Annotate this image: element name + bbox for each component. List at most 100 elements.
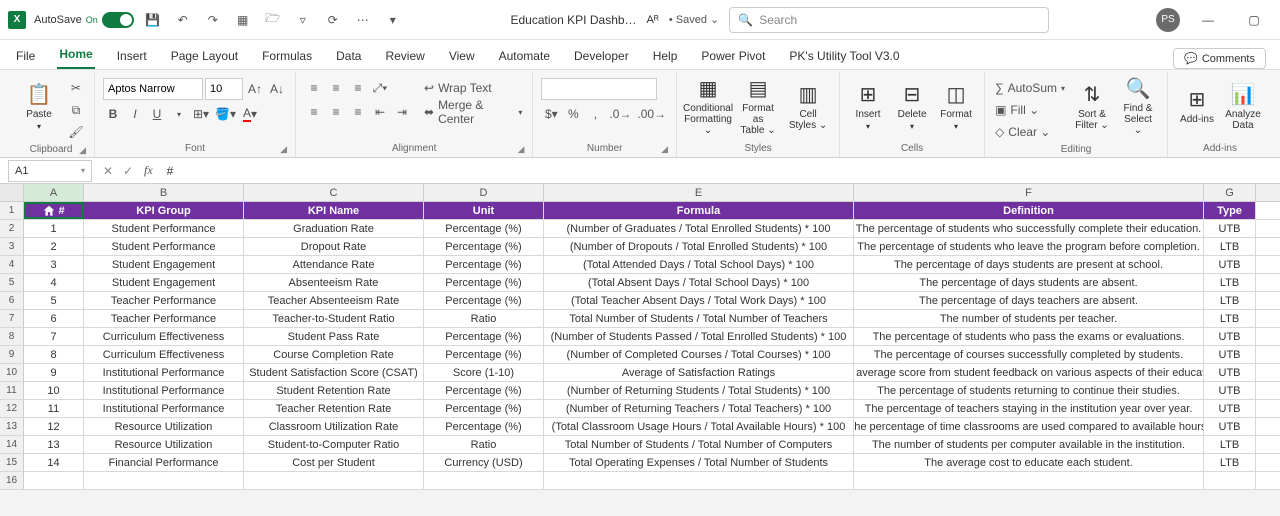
cell[interactable] xyxy=(24,472,84,489)
tab-file[interactable]: File xyxy=(14,45,37,69)
cell[interactable]: 13 xyxy=(24,436,84,453)
cell[interactable]: Percentage (%) xyxy=(424,238,544,255)
align-center-icon[interactable]: ≡ xyxy=(326,102,346,122)
cell[interactable]: UTB xyxy=(1204,328,1256,345)
save-icon[interactable]: 💾 xyxy=(142,9,164,31)
row-header[interactable]: 3 xyxy=(0,238,24,255)
cell[interactable]: Curriculum Effectiveness xyxy=(84,328,244,345)
cell[interactable]: The average cost to educate each student… xyxy=(854,454,1204,471)
cell[interactable]: The percentage of teachers staying in th… xyxy=(854,400,1204,417)
cell[interactable]: 2 xyxy=(24,238,84,255)
cancel-formula-icon[interactable]: ✕ xyxy=(98,164,118,178)
format-as-table-button[interactable]: ▤Format as Table ⌄ xyxy=(735,78,781,134)
font-size-select[interactable] xyxy=(205,78,243,100)
row-header[interactable]: 2 xyxy=(0,220,24,237)
select-all-corner[interactable] xyxy=(0,184,24,201)
cell[interactable]: Institutional Performance xyxy=(84,382,244,399)
cell[interactable]: The number of students per computer avai… xyxy=(854,436,1204,453)
col-header-C[interactable]: C xyxy=(244,184,424,201)
cell-E1[interactable]: Formula xyxy=(544,202,854,219)
cell[interactable]: LTB xyxy=(1204,310,1256,327)
decrease-indent-icon[interactable]: ⇤ xyxy=(370,102,390,122)
tab-help[interactable]: Help xyxy=(651,45,680,69)
clear-button[interactable]: ◇Clear ⌄ xyxy=(993,122,1052,142)
cell[interactable]: The percentage of students returning to … xyxy=(854,382,1204,399)
cell[interactable]: Percentage (%) xyxy=(424,382,544,399)
cell[interactable]: (Number of Students Passed / Total Enrol… xyxy=(544,328,854,345)
copy-icon[interactable]: ⧉ xyxy=(66,100,86,120)
row-header[interactable]: 7 xyxy=(0,310,24,327)
cell[interactable]: LTB xyxy=(1204,436,1256,453)
cell[interactable]: Percentage (%) xyxy=(424,274,544,291)
saved-indicator[interactable]: • Saved ⌄ xyxy=(669,13,719,26)
cell[interactable]: The number of students per teacher. xyxy=(854,310,1204,327)
format-painter-icon[interactable]: 🖌 xyxy=(66,122,86,142)
cell[interactable]: Ratio xyxy=(424,310,544,327)
cell[interactable]: (Number of Completed Courses / Total Cou… xyxy=(544,346,854,363)
qat-grid-icon[interactable]: ▦ xyxy=(232,9,254,31)
cell[interactable]: LTB xyxy=(1204,238,1256,255)
cell[interactable]: The percentage of days teachers are abse… xyxy=(854,292,1204,309)
maximize-icon[interactable]: ▢ xyxy=(1236,6,1272,34)
qat-more-icon[interactable]: ⋯ xyxy=(352,9,374,31)
row-header[interactable]: 11 xyxy=(0,382,24,399)
find-select-button[interactable]: 🔍Find & Select ⌄ xyxy=(1117,78,1159,134)
tab-automate[interactable]: Automate xyxy=(497,45,552,69)
cell[interactable]: Attendance Rate xyxy=(244,256,424,273)
conditional-formatting-button[interactable]: ▦Conditional Formatting ⌄ xyxy=(685,78,731,134)
enter-formula-icon[interactable]: ✓ xyxy=(118,164,138,178)
decrease-font-icon[interactable]: A↓ xyxy=(267,79,287,99)
qat-folder-icon[interactable]: 🗁 xyxy=(262,9,284,31)
orientation-icon[interactable]: ⤢▾ xyxy=(370,78,390,98)
cell[interactable]: 1 xyxy=(24,220,84,237)
cell[interactable]: Teacher Absenteeism Rate xyxy=(244,292,424,309)
sort-filter-button[interactable]: ⇅Sort & Filter ⌄ xyxy=(1071,78,1113,134)
cell[interactable]: Student Performance xyxy=(84,220,244,237)
row-header[interactable]: 6 xyxy=(0,292,24,309)
cell[interactable]: (Total Teacher Absent Days / Total Work … xyxy=(544,292,854,309)
cell[interactable]: (Number of Returning Teachers / Total Te… xyxy=(544,400,854,417)
cell[interactable]: Student Performance xyxy=(84,238,244,255)
underline-dropdown-icon[interactable]: ▾ xyxy=(169,104,189,124)
cell[interactable] xyxy=(1204,472,1256,489)
cell[interactable]: LTB xyxy=(1204,292,1256,309)
cell[interactable]: Ratio xyxy=(424,436,544,453)
cell[interactable]: Resource Utilization xyxy=(84,436,244,453)
row-header[interactable]: 4 xyxy=(0,256,24,273)
percent-icon[interactable]: % xyxy=(563,104,583,124)
cell[interactable]: Average of Satisfaction Ratings xyxy=(544,364,854,381)
cell[interactable]: UTB xyxy=(1204,400,1256,417)
cell[interactable]: Absenteeism Rate xyxy=(244,274,424,291)
cell[interactable] xyxy=(244,472,424,489)
cell[interactable]: The percentage of students who leave the… xyxy=(854,238,1204,255)
cell[interactable]: LTB xyxy=(1204,274,1256,291)
row-header[interactable]: 14 xyxy=(0,436,24,453)
cell[interactable]: Student Retention Rate xyxy=(244,382,424,399)
cell[interactable]: Currency (USD) xyxy=(424,454,544,471)
cell[interactable]: Percentage (%) xyxy=(424,400,544,417)
cell[interactable]: (Number of Returning Students / Total St… xyxy=(544,382,854,399)
cell-F1[interactable]: Definition xyxy=(854,202,1204,219)
align-right-icon[interactable]: ≡ xyxy=(348,102,368,122)
cell[interactable]: 5 xyxy=(24,292,84,309)
cell[interactable]: (Number of Dropouts / Total Enrolled Stu… xyxy=(544,238,854,255)
cell-C1[interactable]: KPI Name xyxy=(244,202,424,219)
cell[interactable] xyxy=(84,472,244,489)
cell[interactable]: Percentage (%) xyxy=(424,292,544,309)
tab-developer[interactable]: Developer xyxy=(572,45,631,69)
comma-icon[interactable]: , xyxy=(585,104,605,124)
cell[interactable]: Teacher Performance xyxy=(84,292,244,309)
qat-refresh-icon[interactable]: ⟳ xyxy=(322,9,344,31)
font-name-select[interactable] xyxy=(103,78,203,100)
align-middle-icon[interactable]: ≡ xyxy=(326,78,346,98)
cell[interactable]: (Total Attended Days / Total School Days… xyxy=(544,256,854,273)
tab-formulas[interactable]: Formulas xyxy=(260,45,314,69)
addins-button[interactable]: ⊞Add-ins xyxy=(1176,78,1218,134)
cell[interactable]: UTB xyxy=(1204,346,1256,363)
borders-icon[interactable]: ⊞▾ xyxy=(191,104,211,124)
cell[interactable]: 11 xyxy=(24,400,84,417)
cell[interactable]: Institutional Performance xyxy=(84,400,244,417)
font-color-icon[interactable]: A▾ xyxy=(240,104,260,124)
alignment-launcher-icon[interactable]: ◢ xyxy=(517,144,524,155)
bold-button[interactable]: B xyxy=(103,104,123,124)
